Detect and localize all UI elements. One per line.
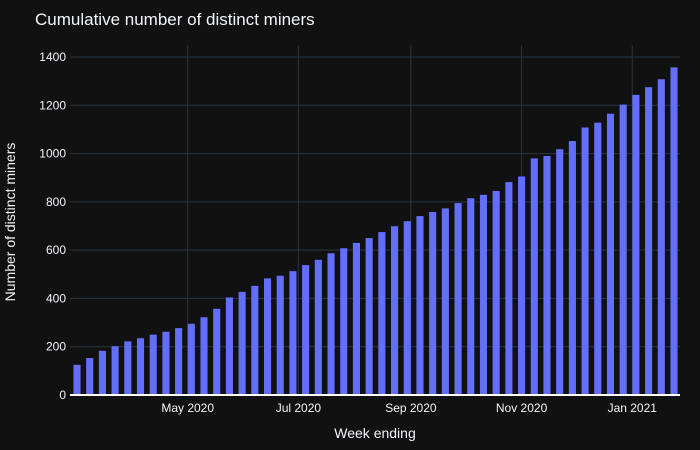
bar xyxy=(124,341,132,395)
x-tick-label: May 2020 xyxy=(161,401,214,415)
x-tick-label: Nov 2020 xyxy=(496,401,548,415)
bar xyxy=(251,285,259,395)
bar xyxy=(352,242,360,395)
bar xyxy=(314,259,322,395)
bar xyxy=(518,176,526,395)
bar xyxy=(111,346,119,395)
bar xyxy=(391,226,399,395)
bar xyxy=(429,212,437,395)
bar xyxy=(187,323,195,395)
bar xyxy=(619,104,627,395)
bar-layer xyxy=(73,67,678,396)
bar xyxy=(327,253,335,395)
y-axis-title: Number of distinct miners xyxy=(2,143,18,302)
bar xyxy=(365,238,373,395)
bar xyxy=(657,79,665,396)
bar xyxy=(581,127,589,395)
bar xyxy=(378,232,386,395)
bar xyxy=(467,198,475,395)
bar xyxy=(162,331,170,395)
y-tick-label: 1200 xyxy=(39,98,66,112)
bar xyxy=(670,67,678,395)
bar xyxy=(454,203,462,395)
bar xyxy=(98,350,106,395)
y-tick-label: 600 xyxy=(46,243,66,257)
bar xyxy=(340,248,348,395)
bar xyxy=(200,317,208,395)
bar xyxy=(479,194,488,395)
bar xyxy=(530,158,538,395)
y-tick-label: 200 xyxy=(46,340,66,354)
y-tick-labels: 0 200 400 600 800 1000 1200 1400 xyxy=(39,50,66,402)
bar xyxy=(606,113,615,396)
bar xyxy=(238,291,246,395)
bar xyxy=(594,122,602,396)
bar xyxy=(556,149,564,395)
y-tick-label: 1400 xyxy=(39,50,66,64)
bar xyxy=(505,182,513,395)
x-tick-label: Jul 2020 xyxy=(276,401,322,415)
bar xyxy=(302,265,310,395)
bar xyxy=(73,364,81,395)
x-tick-label: Sep 2020 xyxy=(385,401,437,415)
bar xyxy=(175,328,183,395)
grid-layer xyxy=(70,45,680,395)
bar xyxy=(403,221,411,395)
bar xyxy=(289,271,297,395)
y-tick-label: 800 xyxy=(46,195,66,209)
x-tick-labels: May 2020 Jul 2020 Sep 2020 Nov 2020 Jan 2021 xyxy=(161,401,657,415)
chart-title: Cumulative number of distinct miners xyxy=(35,10,315,29)
bar xyxy=(149,334,157,395)
y-tick-label: 400 xyxy=(46,291,66,305)
bar xyxy=(276,275,284,395)
x-axis-title: Week ending xyxy=(334,425,415,441)
bar xyxy=(568,141,576,395)
bar xyxy=(632,94,640,396)
bar xyxy=(86,358,94,395)
x-tick-label: Jan 2021 xyxy=(608,401,658,415)
bar xyxy=(543,155,551,395)
y-tick-label: 0 xyxy=(59,388,66,402)
bar xyxy=(441,208,449,395)
bar xyxy=(492,190,500,395)
bar xyxy=(213,308,221,395)
bar xyxy=(136,338,145,395)
bar xyxy=(645,87,653,396)
y-tick-label: 1000 xyxy=(39,147,66,161)
bar xyxy=(225,297,233,395)
bar xyxy=(263,278,272,395)
bar xyxy=(416,216,424,395)
